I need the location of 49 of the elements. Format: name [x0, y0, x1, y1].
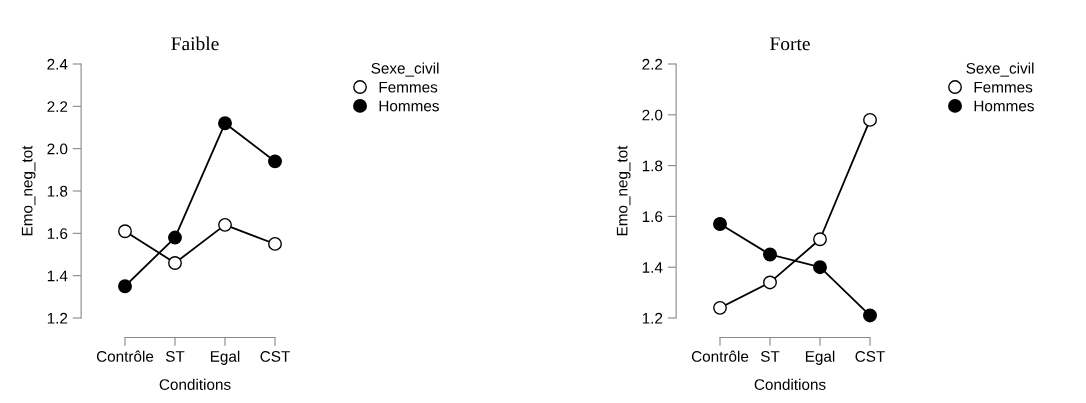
legend-label: Femmes [974, 81, 1033, 93]
x-tick-label: Egal [805, 350, 835, 365]
y-tick-label: 2.4 [47, 58, 68, 70]
y-tick-label: 2.2 [642, 58, 663, 70]
point [268, 154, 282, 169]
y-axis-title: Emo_neg_tot [616, 145, 631, 236]
point [763, 247, 777, 262]
x-tick-label: Egal [210, 350, 240, 365]
point [763, 275, 777, 290]
y-tick-label: 1.4 [47, 270, 68, 282]
x-tick-label: ST [165, 351, 185, 362]
point [168, 230, 182, 245]
y-tick-label: 1.4 [642, 262, 663, 273]
x-tick-label: CST [260, 351, 290, 362]
y-tick-label: 2.2 [47, 101, 68, 112]
y-tick-label: 1.8 [642, 160, 663, 172]
chart-title: Faible [171, 36, 219, 51]
point [713, 217, 727, 231]
y-tick-label: 1.2 [642, 312, 663, 324]
y-tick-label: 1.6 [642, 211, 663, 223]
y-tick-label: 2.0 [47, 143, 68, 155]
x-tick-label: Contrôle [691, 350, 749, 362]
x-axis-title: Conditions [754, 378, 826, 390]
point [268, 236, 282, 251]
y-tick-label: 1.2 [47, 312, 68, 324]
x-axis-title: Conditions [159, 378, 231, 390]
legend-label: Hommes [379, 100, 439, 112]
y-tick-label: 1.6 [47, 228, 68, 240]
point [218, 116, 232, 131]
point [813, 260, 827, 275]
chart-title: Forte [770, 37, 810, 51]
point [863, 308, 877, 323]
x-tick-label: Contrôle [96, 350, 154, 362]
point [168, 256, 182, 270]
point [713, 300, 727, 315]
legend-title: Sexe_civil [966, 62, 1034, 77]
y-tick-label: 1.8 [47, 185, 68, 197]
legend-label: Femmes [379, 81, 438, 93]
y-axis-title: Emo_neg_tot [21, 145, 36, 236]
point [118, 279, 132, 294]
point [813, 232, 827, 247]
point [118, 224, 132, 239]
y-tick-label: 2.0 [642, 109, 663, 121]
x-tick-label: ST [760, 351, 780, 362]
legend-title: Sexe_civil [371, 62, 439, 77]
legend-label: Hommes [974, 100, 1034, 112]
point [863, 112, 877, 127]
x-tick-label: CST [855, 351, 885, 362]
point [218, 217, 232, 232]
